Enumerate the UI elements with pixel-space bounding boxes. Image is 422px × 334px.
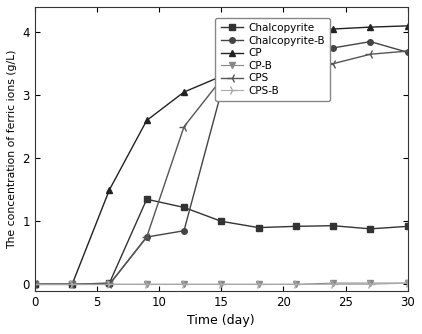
- CP: [144, 119, 149, 123]
- CPS: [144, 235, 149, 239]
- CP-B: [293, 282, 298, 286]
- CPS: [405, 49, 410, 53]
- Chalcopyrite-B: [368, 40, 373, 44]
- CPS-B: [219, 282, 224, 286]
- CP: [70, 282, 75, 286]
- Chalcopyrite: [405, 224, 410, 228]
- CP: [293, 30, 298, 34]
- CPS: [219, 77, 224, 81]
- Legend: Chalcopyrite, Chalcopyrite-B, CP, CP-B, CPS, CPS-B: Chalcopyrite, Chalcopyrite-B, CP, CP-B, …: [215, 18, 330, 101]
- Chalcopyrite: [107, 281, 112, 285]
- CPS-B: [368, 282, 373, 286]
- CP: [405, 24, 410, 28]
- CPS-B: [32, 282, 38, 286]
- Chalcopyrite: [70, 282, 75, 286]
- CPS-B: [405, 281, 410, 285]
- CPS: [107, 282, 112, 286]
- Chalcopyrite: [368, 227, 373, 231]
- Line: CPS-B: CPS-B: [30, 278, 413, 289]
- CPS: [293, 55, 298, 59]
- Chalcopyrite-B: [293, 58, 298, 62]
- CP-B: [107, 282, 112, 286]
- CP-B: [219, 282, 224, 286]
- CPS: [181, 125, 187, 129]
- Chalcopyrite-B: [405, 50, 410, 54]
- CP: [32, 282, 38, 286]
- CPS: [330, 62, 335, 66]
- CP: [219, 74, 224, 78]
- CPS: [256, 58, 261, 62]
- Chalcopyrite-B: [219, 90, 224, 94]
- CP: [256, 55, 261, 59]
- Chalcopyrite-B: [70, 282, 75, 286]
- Chalcopyrite-B: [181, 229, 187, 233]
- Chalcopyrite-B: [256, 68, 261, 72]
- CP-B: [405, 281, 410, 285]
- Chalcopyrite: [293, 224, 298, 228]
- Chalcopyrite-B: [144, 235, 149, 239]
- CP-B: [32, 282, 38, 286]
- Chalcopyrite-B: [330, 46, 335, 50]
- CP: [181, 90, 187, 94]
- CPS-B: [181, 282, 187, 286]
- CPS-B: [70, 282, 75, 286]
- Y-axis label: The concentration of ferric ions (g/L): The concentration of ferric ions (g/L): [7, 49, 17, 248]
- CPS-B: [256, 282, 261, 286]
- Line: CP-B: CP-B: [31, 280, 411, 288]
- Chalcopyrite: [32, 282, 38, 286]
- CP: [107, 188, 112, 192]
- CPS: [70, 282, 75, 286]
- CP-B: [256, 282, 261, 286]
- CP: [330, 27, 335, 31]
- Line: CPS: CPS: [30, 46, 413, 289]
- Chalcopyrite: [144, 197, 149, 201]
- Line: Chalcopyrite: Chalcopyrite: [32, 196, 411, 287]
- CP: [368, 25, 373, 29]
- Line: Chalcopyrite-B: Chalcopyrite-B: [32, 39, 411, 287]
- Chalcopyrite-B: [32, 282, 38, 286]
- CPS-B: [107, 282, 112, 286]
- CP-B: [368, 281, 373, 285]
- CPS: [32, 282, 38, 286]
- Chalcopyrite: [181, 205, 187, 209]
- Chalcopyrite-B: [107, 282, 112, 286]
- Chalcopyrite: [219, 219, 224, 223]
- X-axis label: Time (day): Time (day): [187, 314, 255, 327]
- CPS: [368, 52, 373, 56]
- CP-B: [330, 281, 335, 285]
- CPS-B: [293, 282, 298, 286]
- Chalcopyrite: [330, 224, 335, 228]
- CPS-B: [330, 282, 335, 286]
- CP-B: [144, 282, 149, 286]
- CPS-B: [144, 282, 149, 286]
- CP-B: [70, 282, 75, 286]
- CP-B: [181, 282, 187, 286]
- Line: CP: CP: [31, 22, 411, 288]
- Chalcopyrite: [256, 225, 261, 229]
